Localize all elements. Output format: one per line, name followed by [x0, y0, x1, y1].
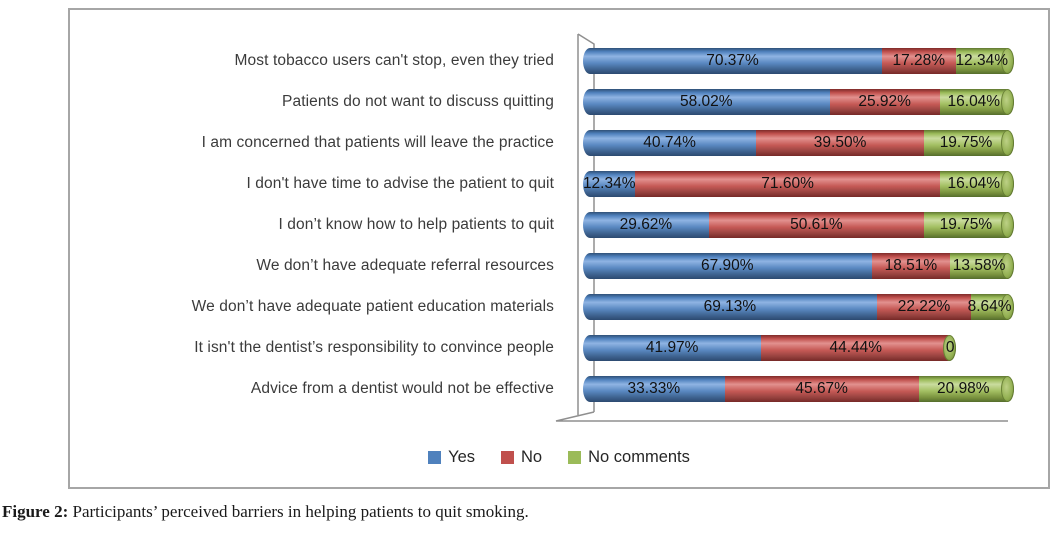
bar-segment-value: 19.75%	[939, 134, 993, 151]
bar-segment-no: 71.60%	[635, 171, 940, 197]
bar-segment-value: 0	[945, 339, 955, 356]
bar-segment-no-comments: 13.58%	[950, 253, 1008, 279]
stacked-bar: 70.37% 17.28% 12.34%	[583, 48, 1014, 74]
stacked-bar: 58.02% 25.92% 16.04%	[583, 89, 1014, 115]
bar-segment-value: 25.92%	[858, 93, 911, 110]
bar-segment-value: 69.13%	[703, 298, 757, 315]
bar-segment-yes: 70.37%	[583, 48, 883, 74]
legend-swatch-yes	[428, 451, 442, 464]
legend-item-yes: Yes	[428, 448, 475, 467]
bar-segment-no: 50.61%	[708, 212, 924, 238]
stacked-bar: 41.97% 44.44% 0	[583, 335, 957, 361]
chart-frame: Most tobacco users can't stop, even they…	[68, 8, 1050, 489]
cylinder-end-cap	[1000, 376, 1014, 402]
category-label: I am concerned that patients will leave …	[201, 134, 554, 151]
legend-label-no-comments: No comments	[588, 448, 690, 466]
stacked-bar: 40.74% 39.50% 19.75%	[583, 130, 1014, 156]
bar-segment-no-comments: 8.64%	[968, 294, 1012, 320]
bar-segment-value: 58.02%	[680, 93, 733, 110]
bar-segment-value: 29.62%	[619, 216, 673, 233]
legend-label-yes: Yes	[448, 448, 476, 466]
bar-segment-value: 13.58%	[952, 257, 1006, 274]
category-label: Advice from a dentist would not be effec…	[250, 380, 554, 397]
bar-segment-no: 45.67%	[724, 376, 919, 402]
figure-caption: Figure 2: Participants’ perceived barrie…	[2, 502, 529, 522]
bar-segment-yes: 67.90%	[583, 253, 872, 279]
bar-segment-value: 22.22%	[897, 298, 951, 315]
legend-item-no: No	[501, 448, 542, 467]
bar-segment-value: 44.44%	[829, 339, 883, 356]
bar-segment-value: 40.74%	[643, 134, 696, 151]
cylinder-end-cap	[1000, 130, 1014, 156]
bar-segment-value: 12.34%	[955, 52, 1009, 69]
axis-3d-lines	[555, 33, 1008, 422]
cylinder-end-cap	[1000, 253, 1014, 279]
bar-segment-value: 16.04%	[947, 175, 1001, 192]
bar-segment-value: 12.34%	[582, 175, 636, 192]
axis-floor-line	[555, 411, 1008, 422]
bar-segment-yes: 33.33%	[583, 376, 725, 402]
category-label: We don’t have adequate patient education…	[191, 298, 554, 315]
cylinder-end-cap	[943, 335, 957, 361]
bar-segment-value: 39.50%	[813, 134, 867, 151]
stacked-bar: 12.34% 71.60% 16.04%	[583, 171, 1014, 197]
bar-segment-value: 45.67%	[795, 380, 848, 397]
stacked-bar: 29.62% 50.61% 19.75%	[583, 212, 1014, 238]
bar-segment-value: 17.28%	[892, 52, 946, 69]
bar-segment-value: 41.97%	[645, 339, 699, 356]
bar-segment-value: 33.33%	[627, 380, 681, 397]
bar-segment-no: 25.92%	[829, 89, 940, 115]
bar-segment-no-comments: 19.75%	[923, 212, 1008, 238]
category-label: We don’t have adequate referral resource…	[256, 257, 554, 274]
bar-segment-no: 17.28%	[882, 48, 956, 74]
category-label: I don't have time to advise the patient …	[246, 175, 554, 192]
axis-front-wall-line	[577, 33, 595, 412]
bar-segment-value: 71.60%	[761, 175, 814, 192]
cylinder-end-cap	[1000, 89, 1014, 115]
bar-segment-no: 44.44%	[761, 335, 951, 361]
category-label: Most tobacco users can't stop, even they…	[234, 52, 554, 69]
bar-segment-value: 16.04%	[947, 93, 1001, 110]
stacked-bar: 67.90% 18.51% 13.58%	[583, 253, 1014, 279]
bar-segment-no-comments: 12.34%	[955, 48, 1009, 74]
legend-swatch-no	[501, 451, 515, 464]
cylinder-end-cap	[1000, 294, 1014, 320]
bar-segment-yes: 40.74%	[583, 130, 757, 156]
bar-segment-value: 18.51%	[884, 257, 938, 274]
bar-segment-yes: 29.62%	[583, 212, 709, 238]
category-label: Patients do not want to discuss quitting	[282, 93, 554, 110]
figure-caption-label: Figure 2:	[2, 502, 69, 521]
cylinder-end-cap	[1000, 212, 1014, 238]
legend-label-no: No	[521, 448, 543, 466]
stacked-bar: 33.33% 45.67% 20.98%	[583, 376, 1014, 402]
figure-caption-text: Participants’ perceived barriers in help…	[68, 502, 529, 521]
cylinder-end-cap	[1000, 48, 1014, 74]
category-label: I don’t know how to help patients to qui…	[278, 216, 554, 233]
bar-segment-no: 18.51%	[871, 253, 951, 279]
bar-segment-value: 19.75%	[939, 216, 993, 233]
bar-segment-yes: 12.34%	[582, 171, 636, 197]
bar-segment-value: 50.61%	[790, 216, 843, 233]
bar-segment-no-comments: 20.98%	[918, 376, 1008, 402]
bar-segment-value: 67.90%	[700, 257, 754, 274]
bar-segment-value: 20.98%	[937, 380, 990, 397]
bar-segment-no: 39.50%	[756, 130, 925, 156]
bar-segment-no-comments: 16.04%	[939, 171, 1008, 197]
bar-segment-no-comments: 19.75%	[924, 130, 1008, 156]
bar-segment-yes: 41.97%	[583, 335, 762, 361]
bar-segment-yes: 69.13%	[583, 294, 877, 320]
bar-segment-yes: 58.02%	[583, 89, 830, 115]
bar-segment-value: 70.37%	[706, 52, 759, 69]
bar-segment-no-comments: 16.04%	[939, 89, 1008, 115]
bar-segment-no: 22.22%	[876, 294, 972, 320]
bar-segment-value: 8.64%	[967, 298, 1012, 315]
category-label: It isn't the dentist’s responsibility to…	[194, 339, 554, 356]
legend: Yes No No comments	[70, 448, 1048, 467]
legend-item-no-comments: No comments	[568, 448, 690, 467]
stacked-bar: 69.13% 22.22% 8.64%	[583, 294, 1014, 320]
legend-swatch-no-comments	[568, 451, 582, 464]
cylinder-end-cap	[1000, 171, 1014, 197]
